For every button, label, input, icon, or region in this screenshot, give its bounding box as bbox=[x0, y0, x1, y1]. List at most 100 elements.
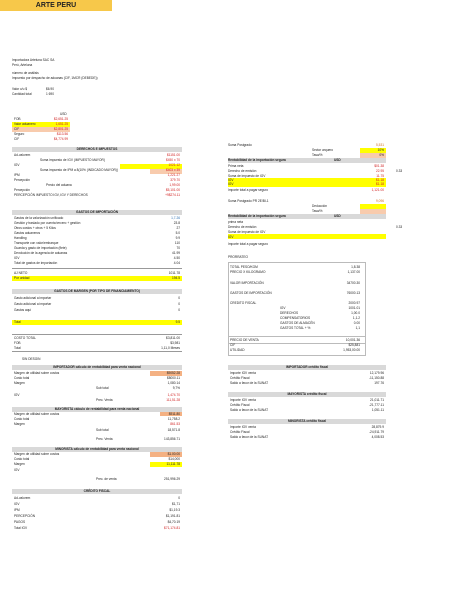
prorrateo-row-value: 34700.30 bbox=[346, 281, 360, 285]
suma-a-row-value: 11.75 bbox=[376, 174, 384, 178]
gastos-row-value: 27 bbox=[176, 226, 180, 230]
analisis-row: Prec. de venta bbox=[96, 477, 117, 481]
gastos-row-value: 4.50 bbox=[173, 256, 180, 260]
gastos-row-value: 9.9 bbox=[175, 236, 180, 240]
impuestos-row: IPM bbox=[14, 173, 20, 177]
credit-row-value: -21,777.11 bbox=[368, 403, 384, 407]
impuestos-row-value: 1,221.27 bbox=[167, 173, 180, 177]
prorrateo-row-value: 1,137.00 bbox=[347, 270, 360, 274]
gastos-row: Devolución de la agencia de aduanas bbox=[14, 251, 68, 255]
analisis-block-header: MINORISTA cálculo de rentabilidad para v… bbox=[12, 447, 182, 452]
company-name: Importadora Arteluna SAC SA bbox=[12, 58, 55, 62]
credito-row: Total IGV bbox=[14, 526, 28, 530]
margen-row: Gastos aquí bbox=[14, 308, 32, 312]
prorrateo-row: GASTOS DE IMPORTACIÓN bbox=[230, 291, 272, 295]
analisis-row: Costo total bbox=[14, 457, 30, 461]
margen-total-label: Total bbox=[14, 320, 21, 324]
suma-a-row: Suma de impuesto de IGV bbox=[228, 174, 266, 178]
impuestos-row: PERCEPCIÓN IMPUESTO IGV, IGV Y DERECHOS bbox=[14, 193, 88, 197]
credit-row-value: 197.76 bbox=[374, 381, 384, 385]
suma-b-row: IGV bbox=[228, 235, 234, 239]
suma-a-sub: Sector arquero bbox=[312, 148, 334, 152]
totales-row-value: $25,881 bbox=[348, 343, 360, 347]
margen-row-value: 0 bbox=[178, 296, 180, 300]
credit-row: Crédito Fiscal bbox=[230, 376, 250, 380]
suma-a-row-value: 22.95 bbox=[376, 169, 384, 173]
cif-row-value: 1,651.25 bbox=[55, 122, 68, 126]
suma-a-row-value: $1.18 bbox=[376, 178, 384, 182]
cif-row: CIF bbox=[14, 127, 20, 131]
country: Perú, Arteluna bbox=[12, 63, 33, 67]
gastos-row-value: 110 bbox=[174, 241, 180, 245]
credit-row-value: 1,051.11 bbox=[371, 408, 384, 412]
impuestos-row-value: $403 x 39 bbox=[165, 168, 180, 172]
analisis-row: Prec. Venta bbox=[96, 437, 113, 441]
suma-b-label: Suma Postgrado PR 2E/BI-1 bbox=[228, 199, 269, 203]
cif-row: Valor aduanero bbox=[14, 122, 36, 126]
analisis-row: Margen de utilidad sobre costos bbox=[14, 371, 60, 375]
analisis-row: Margen de utilidad sobre costos bbox=[14, 452, 60, 456]
margen-row: Gasto adicional a importar bbox=[14, 302, 52, 306]
cif-row: FOB bbox=[14, 117, 21, 121]
gastos-subtotal-label: AJ NETO bbox=[14, 271, 28, 275]
analisis-row: Sub total bbox=[96, 386, 109, 390]
costo-row-value: 1,11,0 Meses bbox=[161, 346, 180, 350]
analisis-row-value: $8000.11 bbox=[166, 376, 180, 380]
credit-row: Saldo a favor de la SUNAT bbox=[230, 408, 269, 412]
impuestos-row: Suma impuesto de IGV (IMPUESTO MAYOR) bbox=[40, 158, 105, 162]
analisis-block-header: MAYORISTA cálculo de rentabilidad para v… bbox=[12, 407, 182, 412]
impuestos-row-value: $1151.00 bbox=[166, 153, 180, 157]
concept: Impuesto por despacho de aduanas (CIF, 1… bbox=[12, 76, 98, 80]
credito-row-value: $1,71 bbox=[172, 502, 180, 506]
credit-row-value: 12,179.96 bbox=[369, 371, 384, 375]
cif-row: Seguro bbox=[14, 132, 25, 136]
credit-row: Crédito Fiscal bbox=[230, 403, 250, 407]
gastos-row-value: 41.99 bbox=[172, 251, 180, 255]
credito-row: PERCEPCIÓN bbox=[14, 514, 36, 518]
analisis-row: Costo total bbox=[14, 376, 30, 380]
analisis-row: Margen bbox=[14, 381, 25, 385]
suma-a-header-label: Rentabilidad de la importación segura bbox=[228, 158, 286, 162]
credit-block-header: MINORISTA crédito fiscal bbox=[228, 419, 386, 424]
document-title: ARTE PERU bbox=[0, 0, 112, 11]
suma-a-row: IGV bbox=[228, 178, 234, 182]
analisis-row: Costo total bbox=[14, 417, 30, 421]
prorrateo-detail-value: 1,1 bbox=[355, 326, 360, 330]
costo-row: COSTO TOTAL bbox=[14, 336, 37, 340]
prorrateo-row: PRECIO X KILOGRAMO bbox=[230, 270, 266, 274]
gastos-row: Gestión y traslado por cuenta tercero + … bbox=[14, 221, 81, 225]
credito-row-value: 0 bbox=[178, 496, 180, 500]
credit-row-value: 4,008.53 bbox=[371, 435, 384, 439]
costo-row: Total bbox=[14, 346, 21, 350]
credit-row: Crédito Fiscal bbox=[230, 430, 250, 434]
valor-label: Valor c/u $ bbox=[12, 87, 27, 91]
suma-a-value: 5,531 bbox=[376, 143, 384, 147]
credito-row-value: $71,174.81 bbox=[164, 526, 180, 530]
suma-a-currency: USD bbox=[334, 158, 341, 162]
suma-b-value: 9,096 bbox=[376, 199, 384, 203]
cif-row-value: $4,774.99 bbox=[53, 137, 68, 141]
prorrateo-detail: IGV bbox=[280, 306, 286, 310]
gastos-row: IGV bbox=[14, 256, 20, 260]
impuestos-row: Ad-valorem bbox=[14, 153, 31, 157]
prorrateo-detail: COMPENSATORIOS bbox=[280, 316, 311, 320]
prorrateo-detail-value: 1,1.2 bbox=[352, 316, 360, 320]
analisis-row-value: 143,856.71 bbox=[164, 437, 180, 441]
analisis-row: Sub total bbox=[96, 428, 109, 432]
cantidad-value: 1 690 bbox=[46, 92, 54, 96]
prorrateo-detail-value: 1,00.0 bbox=[351, 311, 360, 315]
prorrateo-row: CREDITO FISCAL bbox=[230, 301, 257, 305]
analisis-row-value: $911.80 bbox=[168, 412, 180, 416]
gastos-row: Gastos de la valorización unificado bbox=[14, 216, 64, 220]
prorrateo-row: VALOR IMPORTACIÓN bbox=[230, 281, 264, 285]
suma-a-header: Rentabilidad de la importación segura bbox=[228, 158, 386, 163]
gastos-subtotal-value: 1011.78 bbox=[168, 271, 180, 275]
suma-a-row: Importe total a pagar seguro bbox=[228, 188, 269, 192]
gastos-row-value: 4.04 bbox=[173, 261, 180, 265]
costo-row-value: $3,811.00 bbox=[166, 336, 180, 340]
suma-a-sub-value: 0% bbox=[379, 153, 384, 157]
totales-row: CIF bbox=[230, 343, 236, 347]
analysis-date: número de análisis bbox=[12, 71, 39, 75]
gastos-row: Guarda y gasto de importación (flete) bbox=[14, 246, 67, 250]
analisis-row-value: 1,474.70 bbox=[167, 393, 180, 397]
